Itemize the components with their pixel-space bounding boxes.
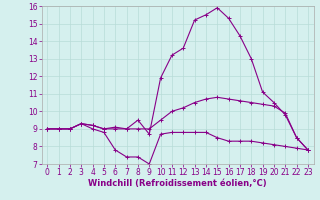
X-axis label: Windchill (Refroidissement éolien,°C): Windchill (Refroidissement éolien,°C) [88, 179, 267, 188]
